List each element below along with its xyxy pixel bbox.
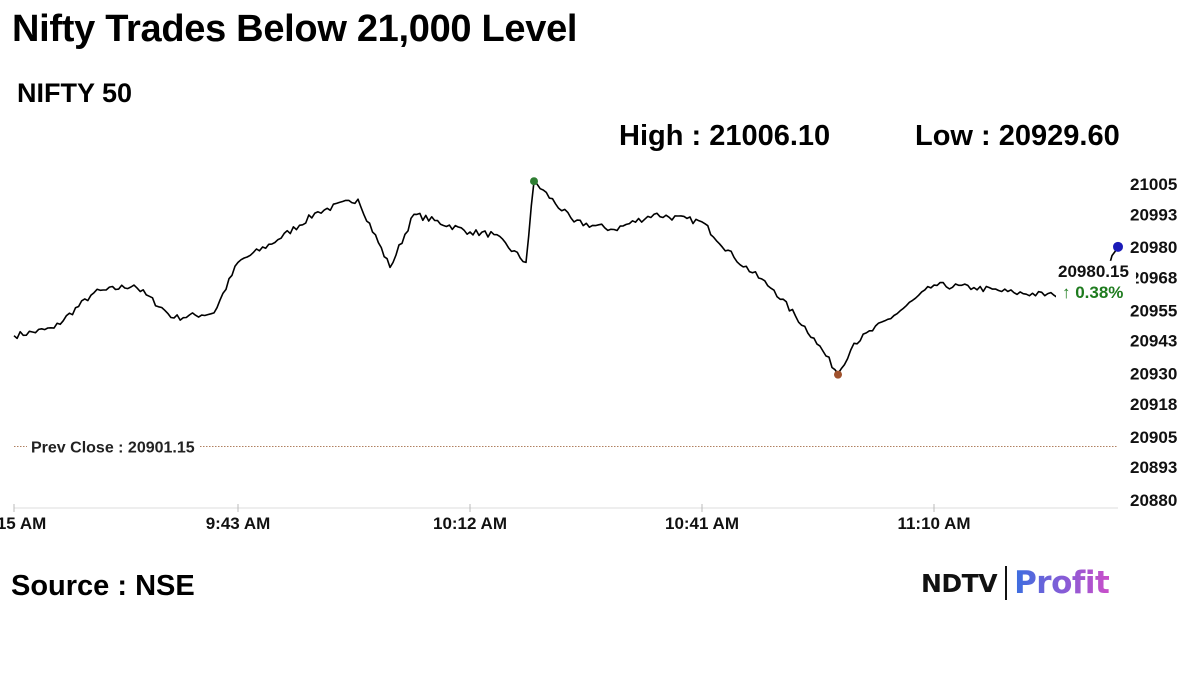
- low-label: Low: [915, 120, 973, 152]
- price-line: [13, 180, 1119, 375]
- y-tick-label: 20930: [1130, 365, 1177, 384]
- last-price-label-bg: [1056, 260, 1136, 303]
- x-tick-label: 9:43 AM: [206, 514, 271, 533]
- x-tick-label: 11:10 AM: [897, 514, 970, 533]
- logo-ndtv-text: NDTV: [921, 568, 998, 598]
- x-tick-label: 10:41 AM: [665, 514, 739, 533]
- high-value: 21006.10: [709, 120, 831, 152]
- last-price-label: 20980.15: [1058, 262, 1129, 281]
- high-stat: High : 21006.10: [619, 120, 831, 152]
- logo-divider: [1005, 566, 1008, 600]
- high-marker: [530, 177, 538, 186]
- y-tick-label: 20955: [1130, 301, 1177, 320]
- y-tick-label: 20968: [1130, 269, 1177, 288]
- y-tick-label: 20980: [1130, 238, 1177, 257]
- y-tick-label: 20943: [1130, 332, 1177, 351]
- y-tick-label: 20905: [1130, 428, 1177, 447]
- change-label: ↑ 0.38%: [1062, 283, 1123, 302]
- prev-close-label-bg: [27, 436, 199, 457]
- x-tick-label: 9:15 AM: [0, 514, 46, 533]
- y-tick-label: 20893: [1130, 458, 1177, 477]
- x-tick-label: 10:12 AM: [433, 514, 507, 533]
- y-tick-label: 21005: [1130, 175, 1177, 194]
- low-stat: Low : 20929.60: [915, 120, 1120, 152]
- low-marker: [834, 370, 842, 379]
- low-value: 20929.60: [998, 120, 1120, 152]
- source-label: Source : NSE: [11, 570, 195, 602]
- y-tick-label: 20918: [1130, 395, 1177, 414]
- last-price-marker: [1113, 241, 1123, 252]
- headline: Nifty Trades Below 21,000 Level: [12, 8, 578, 50]
- logo-profit-text: Profit: [1014, 565, 1110, 601]
- y-tick-label: 20993: [1130, 205, 1177, 224]
- high-label: High: [619, 120, 684, 152]
- ndtv-profit-logo: NDTV Profit: [921, 565, 1110, 601]
- prev-close-label: Prev Close : 20901.15: [31, 440, 195, 457]
- index-name: NIFTY 50: [17, 78, 133, 108]
- y-tick-label: 20880: [1130, 491, 1177, 510]
